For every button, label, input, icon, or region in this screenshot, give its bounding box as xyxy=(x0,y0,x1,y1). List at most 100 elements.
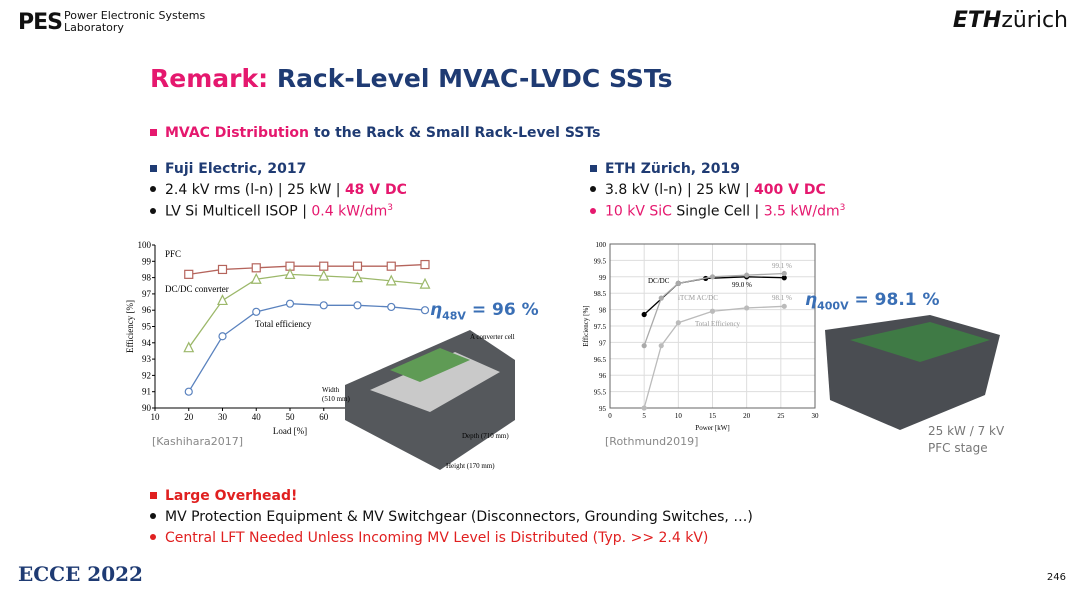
marker xyxy=(217,294,228,306)
x-tick-label: 0 xyxy=(608,412,612,420)
right-line1: 3.8 kV (l-n) | 25 kW | 400 V DC xyxy=(590,182,826,198)
x-tick-label: 60 xyxy=(319,412,329,422)
intro-rest: to the Rack & Small Rack-Level SSTs xyxy=(313,125,601,141)
marker xyxy=(319,301,328,310)
y-tick-label: 100 xyxy=(596,241,607,249)
eta-left: η48V = 96 % xyxy=(430,300,539,322)
title-main: Rack-Level MVAC-LVDC SSTs xyxy=(276,64,673,93)
eth-logo: ETHzürich xyxy=(953,8,1068,33)
marker xyxy=(318,269,330,281)
marker xyxy=(183,341,195,353)
text: 3.8 kV (l-n) | 25 kW | xyxy=(605,182,755,198)
text: LV Si Multicell ISOP | xyxy=(165,203,312,220)
marker xyxy=(217,264,228,275)
photo-detail xyxy=(850,322,990,362)
eta-sub: 48V xyxy=(442,309,466,323)
y-tick-label: 98 xyxy=(142,273,152,283)
title-remark: Remark: xyxy=(150,64,269,93)
caption: 25 kW / 7 kV xyxy=(928,424,1005,438)
y-tick-label: 98.5 xyxy=(594,290,607,298)
marker xyxy=(658,343,664,349)
text-hl: 48 V DC xyxy=(344,182,407,198)
marker xyxy=(641,311,647,318)
page-number: 246 xyxy=(1046,572,1066,583)
x-axis-label: Power [kW] xyxy=(695,424,729,432)
caption: PFC stage xyxy=(928,441,988,455)
x-tick-label: 30 xyxy=(812,412,820,420)
eta-text: = 96 % xyxy=(471,300,539,320)
marker xyxy=(641,405,647,411)
y-tick-label: 95 xyxy=(142,322,152,332)
marker xyxy=(353,301,362,310)
series-label: Total efficiency xyxy=(255,319,312,329)
lab-line: Laboratory xyxy=(64,21,124,34)
text: 2.4 kV rms (l-n) | 25 kW | xyxy=(165,182,345,198)
y-tick-label: 99.5 xyxy=(594,257,607,265)
series-label: DC/DC converter xyxy=(165,284,229,294)
overhead-item: MV Protection Equipment & MV Switchgear … xyxy=(150,509,753,525)
marker xyxy=(641,343,647,349)
lab-line: Power Electronic Systems xyxy=(64,9,206,22)
axes xyxy=(154,245,425,409)
series-line xyxy=(188,273,426,349)
photo-label: Width xyxy=(322,386,340,394)
series-label: DC/DC xyxy=(648,277,670,285)
text: Single Cell | xyxy=(671,203,764,220)
marker xyxy=(352,271,363,283)
photo-label: (510 mm) xyxy=(322,395,350,403)
y-tick-label: 96.5 xyxy=(594,356,607,364)
reference: [Kashihara2017] xyxy=(152,435,244,448)
title: Remark: Rack-Level MVAC-LVDC SSTs xyxy=(150,64,672,93)
y-tick-label: 99 xyxy=(599,274,607,282)
overhead-heading: Large Overhead! xyxy=(150,488,297,504)
marker xyxy=(184,387,193,396)
lab-name: Power Electronic Systems Laboratory xyxy=(64,10,205,34)
text-hl: 10 kV SiC xyxy=(605,203,672,220)
x-tick-label: 20 xyxy=(743,412,751,420)
series-line xyxy=(188,303,426,393)
x-tick-label: 40 xyxy=(252,412,262,422)
marker xyxy=(386,261,396,271)
y-tick-label: 99 xyxy=(142,256,152,266)
intro: MVAC Distribution to the Rack & Small Ra… xyxy=(150,125,600,141)
y-tick-label: 90 xyxy=(142,403,152,413)
intro-hl: MVAC Distribution xyxy=(165,125,310,141)
x-tick-label: 10 xyxy=(675,412,683,420)
y-tick-label: 95 xyxy=(599,405,607,413)
series-label: PFC xyxy=(165,249,181,259)
photo-label: Height (170 mm) xyxy=(446,462,495,470)
marker xyxy=(250,272,262,284)
series-line xyxy=(643,272,785,346)
y-tick-label: 91 xyxy=(142,387,151,397)
y-tick-label: 94 xyxy=(142,338,152,348)
overhead-item: Central LFT Needed Unless Incoming MV Le… xyxy=(150,530,708,546)
reference: [Rothmund2019] xyxy=(605,435,699,448)
annotation: 99.0 % xyxy=(732,281,752,289)
marker xyxy=(744,272,750,278)
series-label: Total Efficiency xyxy=(695,320,741,328)
x-tick-label: 50 xyxy=(286,412,296,422)
eta-text: = 98.1 % xyxy=(854,290,940,310)
marker xyxy=(285,299,295,308)
x-axis-label: Load [%] xyxy=(273,426,307,436)
series-label: iTCM AC/DC xyxy=(678,294,718,302)
photo-label: Depth (710 mm) xyxy=(462,432,509,440)
y-tick-label: 98 xyxy=(599,307,607,315)
y-tick-label: 97 xyxy=(142,289,152,299)
conference-logo: ECCE 2022 xyxy=(18,562,143,586)
marker xyxy=(675,320,681,326)
text: Central LFT Needed Unless Incoming MV Le… xyxy=(165,530,709,546)
x-tick-label: 25 xyxy=(777,412,785,420)
y-tick-label: 97 xyxy=(599,339,607,347)
marker xyxy=(658,295,664,301)
marker xyxy=(252,307,261,316)
x-tick-label: 10 xyxy=(151,412,161,422)
photo-detail xyxy=(370,352,500,412)
series-line xyxy=(643,305,785,409)
photo-detail xyxy=(390,348,470,382)
text-hl: 3.5 kW/dm xyxy=(763,203,840,220)
marker xyxy=(251,263,261,273)
eth-bold: ETH xyxy=(952,8,1002,33)
